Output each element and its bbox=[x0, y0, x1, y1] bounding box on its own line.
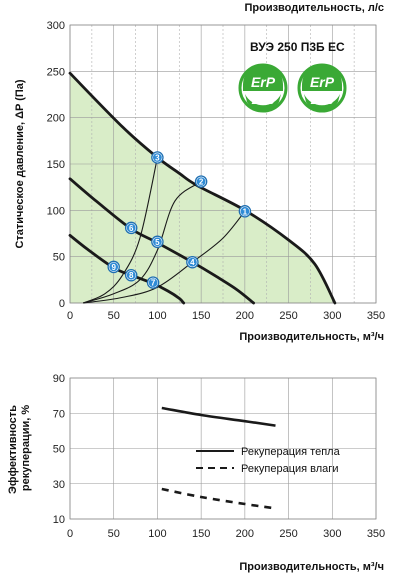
efficiency-x-axis-title: Производительность, м³/ч bbox=[239, 561, 384, 573]
efficiency-x-tick: 0 bbox=[67, 528, 73, 540]
efficiency-plot-frame bbox=[69, 377, 377, 520]
pressure-y-tick: 200 bbox=[47, 113, 65, 125]
operating-point-label: 2 bbox=[199, 178, 204, 187]
pressure-chart: 1 2 3 4 5 6 7 8 9 0 50 100 150 200 250 300 350 0 50 100 150… bbox=[14, 20, 385, 343]
efficiency-x-tick: 50 bbox=[108, 528, 120, 540]
pressure-y-tick: 250 bbox=[47, 66, 65, 78]
moisture-recovery-line bbox=[161, 487, 276, 510]
operating-point-label: 8 bbox=[129, 271, 134, 280]
efficiency-x-tick: 150 bbox=[192, 528, 210, 540]
efficiency-chart: 0 50 100 150 200 250 300 350 10 30 50 70 90 Рекупера… bbox=[7, 373, 385, 573]
efficiency-y-tick: 30 bbox=[53, 479, 65, 491]
operating-point-2: 2 bbox=[194, 175, 208, 188]
erp-2016-year: 2016 bbox=[251, 96, 275, 107]
operating-point-dot bbox=[188, 257, 197, 267]
operating-point-dot bbox=[126, 270, 136, 280]
erp-2018-text: ErP bbox=[310, 74, 335, 90]
operating-point-1: 1 bbox=[238, 205, 252, 218]
legend-heat-label: Рекуперация тепла bbox=[241, 446, 341, 458]
pressure-x-tick: 350 bbox=[367, 310, 385, 322]
pressure-x-tick: 300 bbox=[323, 310, 341, 322]
operating-point-label: 6 bbox=[129, 224, 134, 233]
pressure-y-tick: 0 bbox=[59, 298, 65, 310]
operating-point-label: 5 bbox=[155, 238, 160, 247]
pressure-y-tick: 100 bbox=[47, 205, 65, 217]
pressure-y-tick: 150 bbox=[47, 159, 65, 171]
pressure-grid bbox=[69, 24, 377, 304]
pressure-x-tick: 50 bbox=[108, 310, 120, 322]
operating-point-dot bbox=[196, 177, 206, 186]
efficiency-y-title-line2: рекуперации, % bbox=[20, 405, 32, 491]
fan-curve-3 bbox=[68, 234, 186, 305]
operating-point-label: 7 bbox=[151, 279, 156, 288]
efficiency-axis-ticks: 0 50 100 150 200 250 300 350 10 30 50 70 90 bbox=[53, 373, 385, 540]
efficiency-x-tick: 200 bbox=[236, 528, 254, 540]
efficiency-grid bbox=[69, 377, 377, 520]
operating-point-8: 8 bbox=[124, 268, 138, 282]
efficiency-series bbox=[161, 406, 276, 510]
pressure-plot-frame bbox=[69, 24, 377, 304]
operating-point-label: 1 bbox=[243, 207, 248, 216]
efficiency-x-tick: 250 bbox=[279, 528, 297, 540]
operating-point-6: 6 bbox=[124, 221, 138, 235]
system-curve-1 bbox=[82, 157, 158, 304]
operating-point-dot bbox=[240, 206, 250, 216]
heat-recovery-line bbox=[161, 406, 276, 427]
pressure-axis-ticks: 0 50 100 150 200 250 300 350 0 50 100 150 200 250 300 bbox=[47, 20, 386, 322]
efficiency-x-tick: 350 bbox=[367, 528, 385, 540]
operating-point-label: 3 bbox=[155, 154, 160, 163]
pressure-x-tick: 200 bbox=[236, 310, 254, 322]
system-curves bbox=[82, 157, 246, 304]
system-curve-3 bbox=[83, 210, 246, 304]
pressure-y-tick: 50 bbox=[53, 252, 65, 264]
efficiency-y-tick: 90 bbox=[53, 373, 65, 385]
operating-point-5: 5 bbox=[151, 235, 164, 249]
operating-point-3: 3 bbox=[151, 151, 164, 164]
erp-2016-badge: ErP 2016 bbox=[238, 63, 288, 113]
pressure-x-axis-title: Производительность, м³/ч bbox=[239, 331, 384, 343]
efficiency-y-tick: 70 bbox=[53, 408, 65, 420]
pressure-y-axis-title: Статическое давление, ΔP (Па) bbox=[14, 79, 26, 248]
erp-2016-text: ErP bbox=[251, 74, 276, 90]
legend-moisture-label: Рекуперация влаги bbox=[241, 463, 338, 475]
efficiency-x-tick: 100 bbox=[148, 528, 166, 540]
pressure-x-tick: 250 bbox=[279, 310, 297, 322]
system-curve-2 bbox=[82, 181, 202, 304]
operating-point-markers: 1 2 3 4 5 6 7 8 9 bbox=[107, 151, 252, 289]
pressure-y-tick: 300 bbox=[47, 20, 65, 32]
operating-point-label: 4 bbox=[190, 258, 195, 267]
operating-point-dot bbox=[153, 237, 162, 247]
pressure-x-tick: 0 bbox=[67, 310, 73, 322]
operating-point-dot bbox=[148, 278, 158, 287]
efficiency-y-tick: 10 bbox=[53, 514, 65, 526]
operating-point-4: 4 bbox=[186, 255, 199, 269]
efficiency-y-axis-title: Эффективность рекуперации, % bbox=[7, 402, 32, 494]
operating-point-dot bbox=[153, 153, 162, 162]
model-label: ВУЭ 250 П3Б ЕС bbox=[250, 40, 345, 54]
pressure-x-tick: 100 bbox=[148, 310, 166, 322]
erp-2018-badge: ErP 2018 bbox=[297, 63, 347, 113]
efficiency-y-title-line1: Эффективность bbox=[7, 405, 19, 494]
operating-point-dot bbox=[126, 223, 136, 233]
operating-point-dot bbox=[109, 262, 119, 272]
fan-curve-2 bbox=[68, 177, 255, 305]
operating-point-7: 7 bbox=[146, 276, 160, 289]
legend: Рекуперация тепла Рекуперация влаги bbox=[196, 446, 341, 475]
efficiency-y-tick: 50 bbox=[53, 444, 65, 456]
operating-point-label: 9 bbox=[111, 263, 116, 272]
pressure-x-tick: 150 bbox=[192, 310, 210, 322]
operating-point-9: 9 bbox=[107, 260, 120, 274]
erp-2018-year: 2018 bbox=[310, 96, 334, 107]
top-axis-title: Производительность, л/с bbox=[244, 2, 384, 14]
efficiency-x-tick: 300 bbox=[323, 528, 341, 540]
operating-area-fill bbox=[70, 73, 335, 303]
